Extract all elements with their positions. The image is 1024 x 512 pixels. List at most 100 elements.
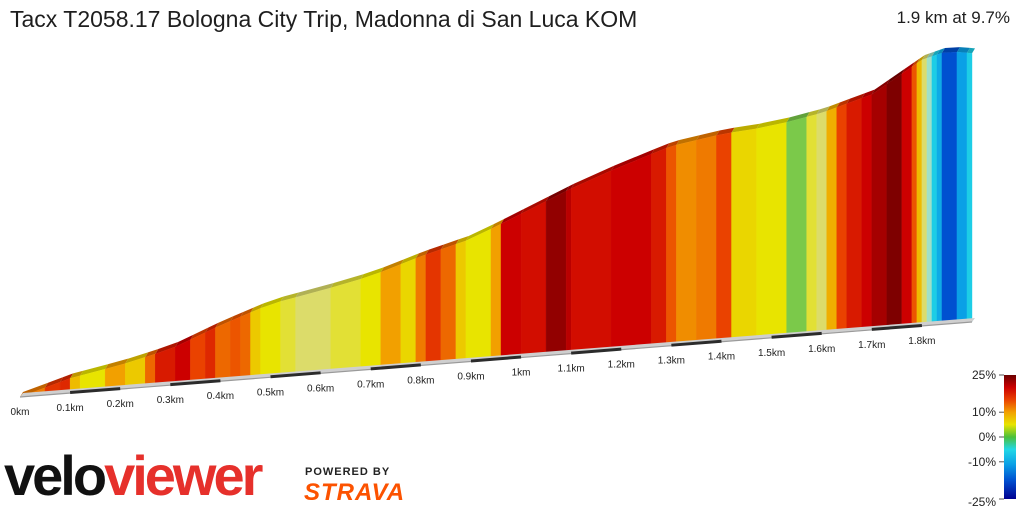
legend-label: 0% bbox=[979, 430, 997, 444]
gradient-band-21 bbox=[380, 264, 401, 369]
x-tick-label: 0.6km bbox=[307, 383, 334, 394]
x-tick-label: 1.1km bbox=[558, 364, 585, 375]
profile-top-band-34 bbox=[611, 149, 655, 171]
gradient-band-59 bbox=[956, 51, 968, 324]
profile-top-band-21 bbox=[380, 259, 404, 273]
gradient-band-57 bbox=[936, 52, 943, 325]
gradient-band-27 bbox=[465, 228, 492, 363]
gradient-band-34 bbox=[611, 153, 652, 351]
powered-by-text: POWERED BY bbox=[305, 466, 391, 478]
gradient-band-22 bbox=[400, 258, 417, 368]
profile-top-band-29 bbox=[501, 208, 525, 224]
profile-top-band-43 bbox=[806, 109, 820, 118]
gradient-band-38 bbox=[696, 135, 717, 344]
profile-top-band-14 bbox=[240, 307, 254, 317]
gradient-band-26 bbox=[455, 240, 467, 363]
x-tick-label: 1.2km bbox=[608, 360, 635, 371]
gradient-band-16 bbox=[260, 301, 281, 379]
profile-top-band-35 bbox=[651, 143, 670, 155]
gradient-band-33 bbox=[570, 170, 612, 354]
gradient-band-56 bbox=[931, 54, 938, 326]
profile-top-band-11 bbox=[205, 322, 219, 333]
gradient-band-13 bbox=[230, 316, 241, 381]
profile-top-band-54 bbox=[921, 53, 930, 60]
x-tick-label: 0.2km bbox=[107, 399, 134, 410]
profile-top-band-56 bbox=[931, 49, 940, 57]
profile-top-band-4 bbox=[80, 364, 109, 376]
x-tick-label: 1.8km bbox=[908, 336, 935, 347]
gradient-band-28 bbox=[490, 223, 502, 361]
gradient-band-42 bbox=[786, 116, 807, 337]
x-tick-label: 1.7km bbox=[858, 340, 885, 351]
profile-top-band-15 bbox=[250, 303, 264, 313]
gradient-band-18 bbox=[295, 287, 331, 376]
x-tick-label: 0.8km bbox=[407, 375, 434, 386]
gradient-band-54 bbox=[921, 57, 928, 327]
gradient-band-29 bbox=[500, 213, 522, 360]
profile-top-band-58 bbox=[941, 47, 960, 54]
profile-top-band-1 bbox=[45, 377, 64, 388]
strava-logo: STRAVA bbox=[304, 479, 406, 506]
gradient-band-9 bbox=[175, 339, 191, 385]
gradient-band-58 bbox=[941, 51, 958, 325]
profile-top-band-40 bbox=[731, 123, 760, 133]
x-tick-label: 1.6km bbox=[808, 344, 835, 355]
distance-axis: 0km 0.1km 0.2km 0.3km 0.4km 0.5km 0.6km 0.7km 0.… bbox=[11, 318, 975, 418]
x-tick-label: 1.3km bbox=[658, 356, 685, 367]
x-tick-label: 1.5km bbox=[758, 348, 785, 359]
profile-top-band-47 bbox=[846, 93, 865, 104]
gradient-band-15 bbox=[250, 308, 261, 380]
legend-color-bar bbox=[1004, 375, 1016, 499]
gradient-band-49 bbox=[871, 83, 888, 331]
x-tick-label: 1.4km bbox=[708, 352, 735, 363]
profile-top-band-10 bbox=[190, 327, 209, 340]
x-tick-label: 0km bbox=[11, 407, 30, 418]
axis-bar-13 bbox=[671, 339, 722, 347]
profile-top-band-53 bbox=[916, 54, 925, 64]
gradient-band-48 bbox=[861, 94, 872, 331]
profile-top-band-20 bbox=[360, 267, 384, 280]
gradient-band-40 bbox=[731, 128, 757, 342]
gradient-band-14 bbox=[240, 312, 251, 380]
gradient-band-19 bbox=[330, 278, 361, 373]
profile-top-band-39 bbox=[716, 127, 735, 136]
profile-top-band-32 bbox=[566, 183, 575, 192]
legend-label: -10% bbox=[968, 455, 996, 469]
legend-label: 25% bbox=[972, 368, 996, 382]
profile-top-band-42 bbox=[786, 112, 810, 123]
profile-top-band-30 bbox=[521, 196, 550, 214]
gradient-band-35 bbox=[651, 147, 667, 348]
gradient-band-24 bbox=[425, 249, 442, 366]
profile-top-band-60 bbox=[966, 47, 975, 54]
profile-top-band-24 bbox=[425, 244, 444, 255]
gradient-band-52 bbox=[911, 63, 918, 327]
axis-bar-7 bbox=[370, 363, 421, 371]
axis-bar-15 bbox=[771, 331, 822, 339]
gradient-band-45 bbox=[826, 107, 837, 334]
gradient-band-11 bbox=[205, 327, 216, 383]
profile-top-band-16 bbox=[260, 296, 284, 309]
gradient-legend: 25% 10% 0% -10% -25% bbox=[968, 368, 1016, 509]
profile-top-band-7 bbox=[145, 349, 159, 358]
gradient-band-50 bbox=[886, 73, 903, 329]
x-tick-label: 0.3km bbox=[157, 395, 184, 406]
profile-top-band-18 bbox=[295, 282, 334, 298]
gradient-band-36 bbox=[666, 144, 677, 347]
gradient-band-51 bbox=[901, 66, 913, 328]
profile-top-band-19 bbox=[330, 274, 364, 288]
axis-bar-17 bbox=[871, 323, 923, 331]
profile-top-band-48 bbox=[861, 89, 875, 99]
gradient-band-23 bbox=[415, 254, 427, 367]
gradient-band-39 bbox=[716, 132, 732, 343]
profile-top-band-23 bbox=[415, 249, 429, 259]
profile-top-band-49 bbox=[871, 79, 890, 95]
profile-top-band-2 bbox=[60, 373, 74, 383]
x-tick-label: 0.5km bbox=[257, 387, 284, 398]
veloviewer-logo: veloviewer bbox=[4, 448, 263, 504]
axis-bar-3 bbox=[170, 379, 221, 387]
profile-top-band-28 bbox=[490, 218, 505, 230]
profile-top-band-50 bbox=[886, 68, 905, 85]
profile-top-band-3 bbox=[70, 370, 84, 379]
gradient-band-12 bbox=[215, 320, 231, 382]
